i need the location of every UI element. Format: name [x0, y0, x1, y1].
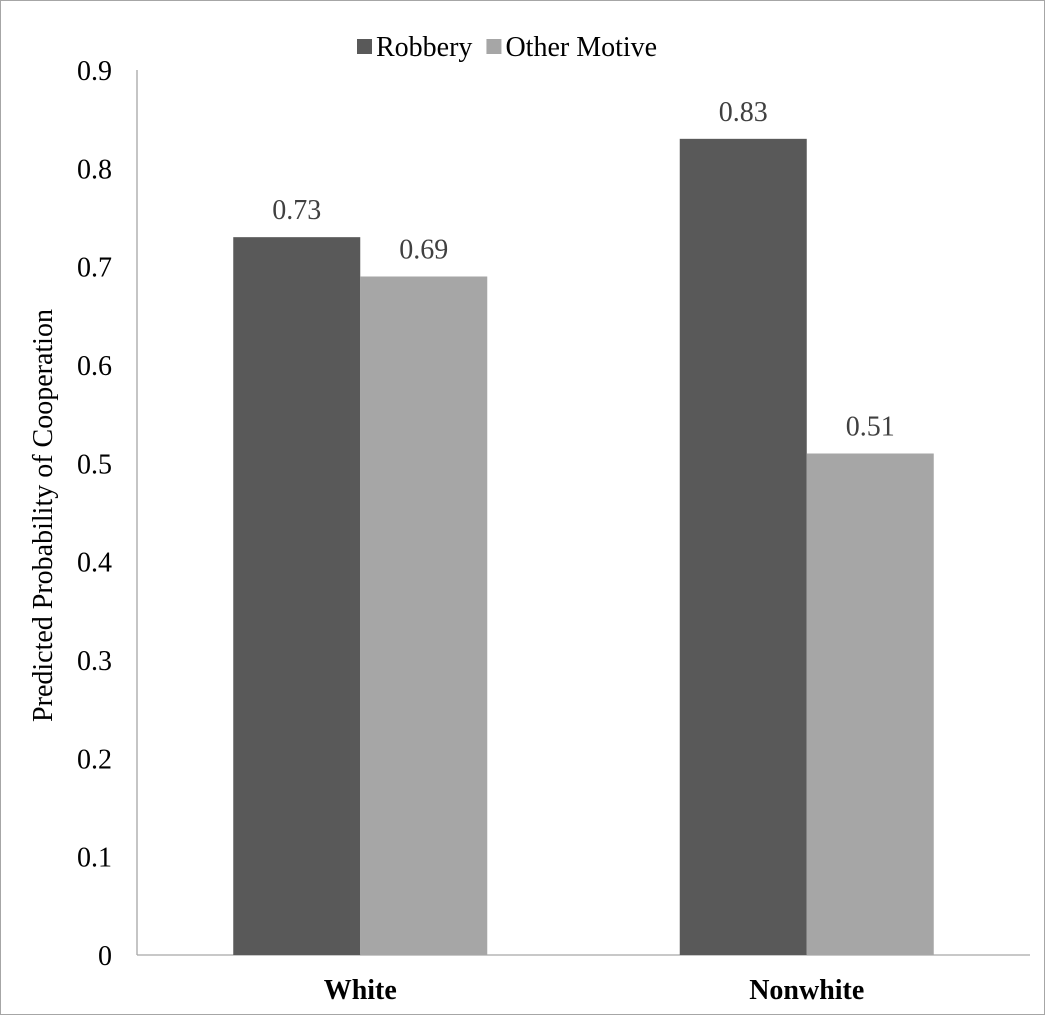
y-axis-title: Predicted Probability of Cooperation: [28, 309, 59, 722]
y-tick-label: 0.8: [77, 154, 112, 185]
x-category-label: Nonwhite: [749, 975, 864, 1006]
legend-label: Robbery: [376, 32, 472, 63]
y-tick-label: 0.3: [77, 646, 112, 677]
bar-robbery-nonwhite: [679, 138, 807, 956]
data-label: 0.51: [846, 412, 895, 443]
y-tick-label: 0.2: [77, 744, 112, 775]
y-tick-label: 0.1: [77, 843, 112, 874]
x-category-label: White: [324, 975, 397, 1006]
legend-swatch: [357, 39, 372, 54]
y-tick-label: 0.5: [77, 449, 112, 480]
data-label: 0.73: [272, 195, 321, 226]
data-label: 0.83: [719, 97, 768, 128]
legend-swatch: [486, 39, 502, 54]
legend-label: Other Motive: [505, 32, 657, 63]
y-tick-label: 0: [98, 941, 112, 972]
y-tick-label: 0.7: [77, 253, 112, 284]
bar-other-motive-white: [360, 276, 488, 955]
data-label: 0.69: [399, 235, 448, 266]
y-tick-label: 0.9: [77, 56, 112, 87]
y-tick-label: 0.6: [77, 351, 112, 382]
bar-other-motive-nonwhite: [806, 453, 934, 955]
bar-robbery-white: [233, 237, 361, 955]
y-tick-label: 0.4: [77, 548, 112, 579]
